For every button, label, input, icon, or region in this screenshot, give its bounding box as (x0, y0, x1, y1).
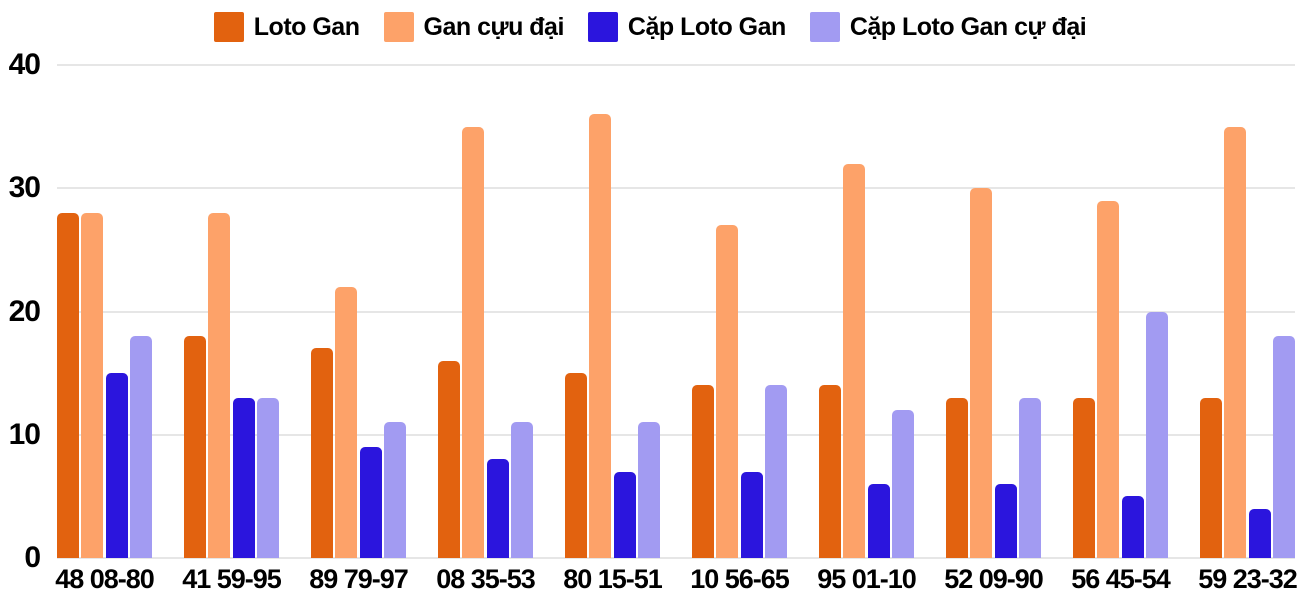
x-tick-label: 89 79-97 (309, 564, 409, 594)
x-tick-label: 41 59-95 (182, 564, 282, 594)
bar-cap-loto-gan-cu-ai (383, 422, 406, 558)
bar-loto-gan (1200, 397, 1222, 558)
legend-item-gan-cuu-ai[interactable]: Gan cựu đại (383, 12, 565, 42)
y-tick-label: 10 (8, 417, 41, 451)
bar-cap-loto-gan (486, 459, 509, 558)
legend-item-cap-loto-gan-cu-ai[interactable]: Cặp Loto Gan cự đại (809, 12, 1087, 42)
legend-label: Cặp Loto Gan (627, 12, 786, 41)
bar-cap-loto-gan (740, 471, 763, 558)
bar-group-80-15-51 (565, 65, 660, 558)
bar-cap-loto-gan (867, 484, 890, 558)
bar-group-56-45-54 (1073, 65, 1168, 558)
bar-gan-cuu-ai (716, 225, 739, 558)
legend-swatch-icon (383, 12, 414, 42)
bar-group-48-08-80 (57, 65, 152, 558)
chart-legend: Loto Gan Gan cựu đại Cặp Loto Gan Cặp Loto … (0, 12, 1300, 42)
bar-group-10-56-65 (692, 65, 787, 558)
x-tick-label: 56 45-54 (1071, 564, 1171, 594)
y-tick-label: 0 (24, 541, 41, 574)
legend-label: Gan cựu đại (423, 12, 565, 41)
bar-cap-loto-gan-cu-ai (637, 422, 660, 558)
bar-loto-gan (1073, 397, 1095, 558)
bar-cap-loto-gan-cu-ai (129, 336, 152, 558)
legend-label: Cặp Loto Gan cự đại (849, 12, 1087, 41)
y-tick-label: 20 (8, 294, 41, 328)
x-tick-label: 08 35-53 (436, 564, 536, 594)
bar-cap-loto-gan (105, 373, 128, 558)
x-axis: 48 08-80 41 59-95 89 79-97 08 35-53 80 15-51… (55, 564, 1298, 598)
gridline-30 (57, 187, 1295, 190)
bar-gan-cuu-ai (335, 286, 358, 558)
x-tick-label: 48 08-80 (55, 564, 155, 594)
bar-cap-loto-gan (1121, 496, 1144, 558)
bar-cap-loto-gan-cu-ai (510, 422, 533, 558)
bar-group-59-23-32 (1200, 65, 1295, 558)
gridline-10 (57, 433, 1295, 436)
y-axis: 0 10 20 30 40 (0, 48, 42, 574)
plot-area (57, 64, 1295, 559)
gridline-20 (57, 310, 1295, 313)
bar-gan-cuu-ai (462, 126, 485, 558)
bar-cap-loto-gan (613, 471, 636, 558)
bar-cap-loto-gan-cu-ai (764, 385, 787, 558)
bar-loto-gan (438, 360, 460, 558)
legend-item-cap-loto-gan[interactable]: Cặp Loto Gan (587, 12, 786, 42)
bar-cap-loto-gan-cu-ai (1272, 336, 1295, 558)
legend-item-loto-gan[interactable]: Loto Gan (213, 12, 360, 42)
x-tick-label: 59 23-32 (1198, 564, 1298, 594)
bar-cap-loto-gan-cu-ai (256, 397, 279, 558)
bar-gan-cuu-ai (208, 212, 231, 558)
x-tick-label: 52 09-90 (944, 564, 1044, 594)
gridline-0 (57, 557, 1295, 559)
bar-loto-gan (692, 385, 714, 558)
y-tick-label: 30 (8, 171, 41, 205)
bar-loto-gan (311, 348, 333, 558)
bar-cap-loto-gan (359, 447, 382, 558)
bar-cap-loto-gan (1248, 508, 1271, 558)
bar-loto-gan (57, 212, 79, 558)
bar-cap-loto-gan (994, 484, 1017, 558)
bar-group-41-59-95 (184, 65, 279, 558)
bar-loto-gan (819, 385, 841, 558)
bar-gan-cuu-ai (589, 114, 612, 558)
bar-gan-cuu-ai (81, 212, 104, 558)
bar-group-52-09-90 (946, 65, 1041, 558)
bar-group-89-79-97 (311, 65, 406, 558)
bar-cap-loto-gan (232, 397, 255, 558)
bar-cap-loto-gan-cu-ai (891, 410, 914, 558)
bar-loto-gan (184, 336, 206, 558)
bar-group-95-01-10 (819, 65, 914, 558)
bar-loto-gan (565, 373, 587, 558)
legend-swatch-icon (809, 12, 840, 42)
x-tick-label: 10 56-65 (690, 564, 790, 594)
y-tick-label: 40 (8, 48, 41, 81)
bar-gan-cuu-ai (843, 163, 866, 558)
legend-label: Loto Gan (253, 12, 360, 41)
bar-gan-cuu-ai (1224, 126, 1247, 558)
gridline-40 (57, 64, 1295, 66)
bar-loto-gan (946, 397, 968, 558)
bar-gan-cuu-ai (1097, 200, 1120, 558)
bar-gan-cuu-ai (970, 188, 993, 558)
bar-cap-loto-gan-cu-ai (1145, 311, 1168, 558)
x-tick-label: 80 15-51 (563, 564, 663, 594)
bar-group-08-35-53 (438, 65, 533, 558)
x-tick-label: 95 01-10 (817, 564, 917, 594)
legend-swatch-icon (213, 12, 244, 42)
legend-swatch-icon (587, 12, 618, 42)
bar-cap-loto-gan-cu-ai (1018, 397, 1041, 558)
